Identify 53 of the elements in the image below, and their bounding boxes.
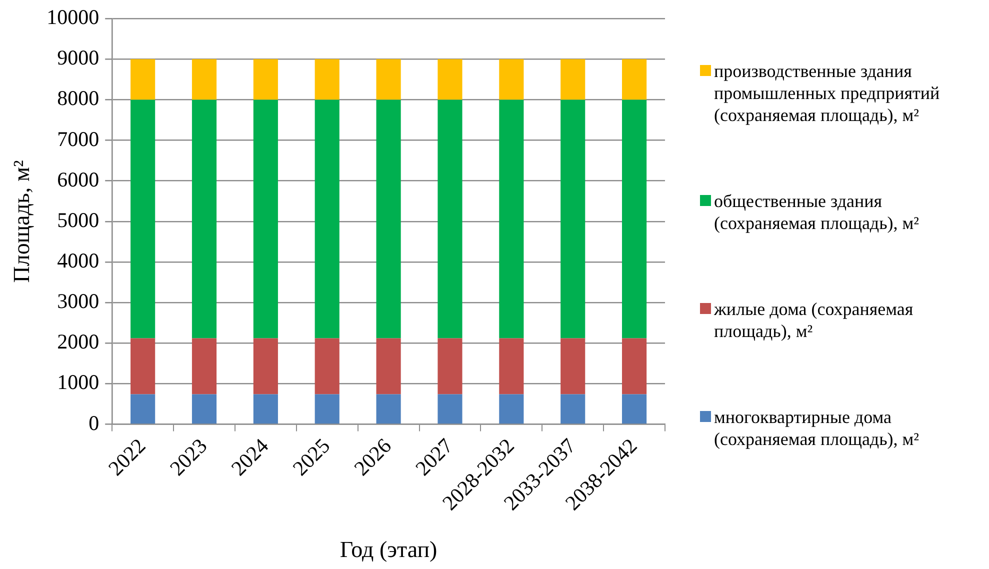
bar: [499, 394, 524, 424]
bar: [130, 394, 156, 424]
y-tick-label: 5000: [57, 208, 100, 232]
bar: [499, 59, 524, 100]
legend-label: производственные здания промышленных предприятий (сохраняемая площадь), м²: [714, 60, 941, 126]
bar: [622, 394, 647, 424]
bar: [376, 100, 401, 338]
bar: [560, 394, 586, 424]
bar: [130, 59, 156, 100]
bar: [314, 394, 340, 424]
y-tick-label: 1000: [57, 370, 100, 394]
y-tick-label: 4000: [57, 248, 100, 272]
bar: [438, 59, 462, 100]
bar: [560, 338, 586, 394]
bar: [622, 59, 647, 100]
y-tick-label: 7000: [57, 126, 100, 151]
bar: [314, 338, 340, 394]
bar: [438, 394, 462, 424]
legend-label: многоквартирные дома (сохраняемая площадь), м²: [714, 406, 920, 450]
legend-label: общественные здания (сохраняемая площадь), м²: [714, 190, 920, 234]
bar: [560, 100, 586, 338]
y-tick-label: 6000: [57, 167, 100, 192]
y-tick-label: 2000: [57, 330, 100, 354]
y-tick-label: 3000: [57, 289, 100, 314]
y-tick-label: 10000: [46, 5, 100, 30]
bar: [376, 338, 401, 394]
y-axis-title: Площадь, м²: [8, 160, 34, 283]
x-axis-title: Год (этап): [340, 537, 438, 562]
y-tick-label: 9000: [57, 46, 100, 70]
bar: [560, 59, 586, 100]
bar: [622, 338, 647, 394]
bar: [192, 394, 217, 424]
legend-label: жилые дома (сохраняемая площадь), м²: [714, 298, 914, 342]
bar: [192, 338, 217, 394]
bar: [253, 394, 278, 424]
bar: [499, 100, 524, 338]
bar: [314, 100, 340, 338]
bar: [499, 338, 524, 394]
bar: [130, 100, 156, 338]
bar: [130, 338, 156, 394]
bar: [376, 59, 401, 100]
y-tick-label: 0: [88, 410, 100, 435]
bar: [253, 100, 278, 338]
y-tick-label: 8000: [57, 86, 100, 110]
bar: [376, 394, 401, 424]
bar: [314, 59, 340, 100]
bar: [622, 100, 647, 338]
bar: [438, 100, 462, 338]
bar: [438, 338, 462, 394]
bar: [253, 338, 278, 394]
bar: [192, 100, 217, 338]
bar: [253, 59, 278, 100]
bar: [192, 59, 217, 100]
